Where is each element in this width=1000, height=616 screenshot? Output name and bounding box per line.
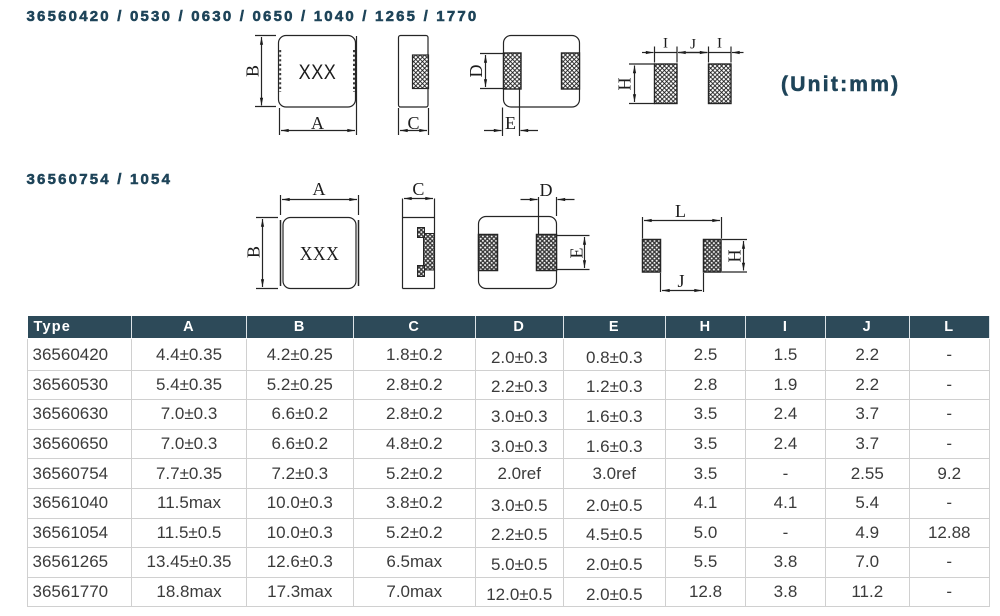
svg-text:J: J — [677, 271, 684, 291]
svg-text:C: C — [407, 113, 419, 133]
svg-text:D: D — [466, 65, 486, 78]
svg-text:XXX: XXX — [300, 243, 339, 266]
svg-text:D: D — [540, 180, 553, 200]
svg-text:L: L — [675, 201, 686, 221]
svg-text:B: B — [243, 65, 263, 77]
svg-text:C: C — [412, 179, 424, 199]
svg-text:B: B — [244, 246, 264, 258]
svg-text:XXX: XXX — [299, 61, 337, 85]
svg-text:H: H — [725, 250, 745, 263]
svg-text:A: A — [311, 113, 324, 133]
svg-text:A: A — [313, 179, 326, 199]
svg-text:J: J — [690, 37, 696, 53]
svg-text:I: I — [663, 36, 668, 52]
svg-text:E: E — [505, 113, 516, 133]
svg-text:I: I — [717, 36, 722, 52]
svg-text:H: H — [615, 78, 635, 91]
svg-text:E: E — [567, 248, 587, 259]
